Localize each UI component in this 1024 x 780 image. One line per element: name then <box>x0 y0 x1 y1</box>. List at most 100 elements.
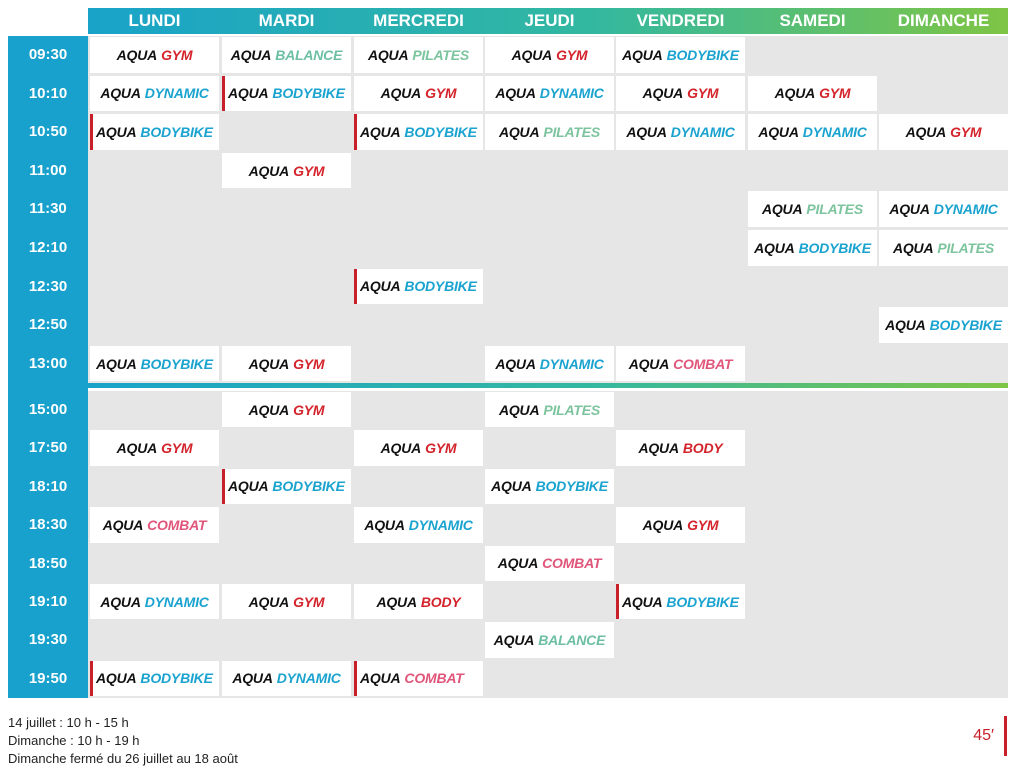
time-column <box>8 36 88 698</box>
class-name: DYNAMIC <box>144 85 209 102</box>
class-cell: AQUA BALANCE <box>222 37 351 73</box>
class-cell: AQUA BODYBIKE <box>485 468 614 505</box>
class-cell: AQUA GYM <box>222 584 351 620</box>
class-cell: AQUA GYM <box>748 75 877 112</box>
class-brand: AQUA <box>96 355 137 372</box>
class-cell: AQUA DYNAMIC <box>616 114 745 150</box>
day-header: DIMANCHE <box>897 11 990 30</box>
class-cell: AQUA DYNAMIC <box>879 191 1008 227</box>
class-cell: AQUA BODYBIKE <box>90 345 219 382</box>
class-name: GYM <box>950 123 982 140</box>
class-brand: AQUA <box>495 85 536 102</box>
class-name: BODYBIKE <box>272 478 345 495</box>
class-cell: AQUA GYM <box>616 507 745 543</box>
class-cell: AQUA PILATES <box>485 392 614 428</box>
class-name: GYM <box>293 401 325 418</box>
class-cell: AQUA GYM <box>879 114 1008 150</box>
time-label: 10:50 <box>28 123 68 141</box>
class-brand: AQUA <box>493 632 535 649</box>
class-name: GYM <box>293 593 325 610</box>
day-header: JEUDI <box>524 11 575 30</box>
separator <box>88 383 1008 388</box>
class-brand: AQUA <box>100 85 141 102</box>
class-name: DYNAMIC <box>144 593 209 610</box>
footer-note: 14 juillet : 10 h - 15 h <box>8 715 129 730</box>
class-cell: AQUA DYNAMIC <box>222 660 351 697</box>
class-brand: AQUA <box>495 355 536 372</box>
class-cell: AQUA DYNAMIC <box>485 345 614 382</box>
class-brand: AQUA <box>622 593 663 610</box>
class-brand: AQUA <box>761 201 803 218</box>
class-cell: AQUA BODYBIKE <box>222 468 351 505</box>
class-brand: AQUA <box>360 670 401 687</box>
time-label: 18:10 <box>28 477 68 495</box>
class-name: DYNAMIC <box>276 670 341 687</box>
class-name: BODYBIKE <box>798 239 871 256</box>
class-name: GYM <box>293 355 325 372</box>
class-name: GYM <box>819 85 851 102</box>
class-cell: AQUA BODYBIKE <box>616 37 745 73</box>
class-brand: AQUA <box>230 46 272 63</box>
class-cell: AQUA GYM <box>616 75 745 112</box>
class-brand: AQUA <box>380 85 422 102</box>
class-brand: AQUA <box>232 670 273 687</box>
class-cell: AQUA GYM <box>485 37 614 73</box>
class-cell: AQUA GYM <box>222 152 351 189</box>
class-cell: AQUA DYNAMIC <box>485 75 614 112</box>
class-name: COMBAT <box>673 355 733 372</box>
time-label: 10:10 <box>28 84 68 102</box>
class-name: BODYBIKE <box>535 478 608 495</box>
class-brand: AQUA <box>228 478 269 495</box>
class-cell: AQUA BODY <box>354 584 483 620</box>
class-brand: AQUA <box>96 670 137 687</box>
class-cell: AQUA BODY <box>616 430 745 466</box>
class-name: BODYBIKE <box>666 46 739 63</box>
class-brand: AQUA <box>102 516 144 533</box>
footer-note: Dimanche fermé du 26 juillet au 18 août <box>8 751 238 766</box>
class-name: PILATES <box>412 46 470 63</box>
class-name: BODYBIKE <box>404 278 477 295</box>
class-brand: AQUA <box>628 355 670 372</box>
class-name: DYNAMIC <box>539 85 604 102</box>
class-name: BALANCE <box>538 632 606 649</box>
day-header: SAMEDI <box>779 11 846 30</box>
class-brand: AQUA <box>774 85 816 102</box>
time-label: 11:30 <box>29 200 67 218</box>
class-brand: AQUA <box>228 85 269 102</box>
class-cell: AQUA BODYBIKE <box>748 230 877 266</box>
time-label: 19:50 <box>28 669 68 687</box>
class-name: DYNAMIC <box>408 516 473 533</box>
class-cell: AQUA COMBAT <box>354 660 483 697</box>
class-brand: AQUA <box>364 516 405 533</box>
class-brand: AQUA <box>360 123 401 140</box>
class-cell: AQUA BODYBIKE <box>90 660 219 697</box>
class-brand: AQUA <box>248 355 290 372</box>
class-cell: AQUA BODYBIKE <box>616 584 745 620</box>
class-name: BODY <box>682 440 723 457</box>
time-label: 11:00 <box>29 161 67 179</box>
class-name: BODY <box>420 593 461 610</box>
class-name: DYNAMIC <box>802 123 867 140</box>
day-header: MARDI <box>258 11 315 30</box>
class-cell: AQUA COMBAT <box>616 345 745 382</box>
class-brand: AQUA <box>638 440 679 457</box>
class-cell: AQUA BODYBIKE <box>354 114 483 150</box>
class-brand: AQUA <box>491 478 532 495</box>
class-name: GYM <box>687 85 719 102</box>
class-cell: AQUA PILATES <box>354 37 483 73</box>
time-label: 15:00 <box>28 401 68 418</box>
class-cell: AQUA GYM <box>90 37 219 73</box>
class-brand: AQUA <box>754 239 795 256</box>
class-brand: AQUA <box>498 123 540 140</box>
class-name: BODYBIKE <box>140 670 213 687</box>
class-cell: AQUA GYM <box>222 345 351 382</box>
class-cell: AQUA COMBAT <box>90 507 219 543</box>
class-brand: AQUA <box>622 46 663 63</box>
time-label: 19:30 <box>28 631 68 649</box>
header-bar <box>88 8 1008 34</box>
class-cell: AQUA GYM <box>90 430 219 466</box>
class-cell: AQUA COMBAT <box>485 545 614 581</box>
class-cell: AQUA GYM <box>354 430 483 466</box>
class-name: BODYBIKE <box>929 316 1002 333</box>
